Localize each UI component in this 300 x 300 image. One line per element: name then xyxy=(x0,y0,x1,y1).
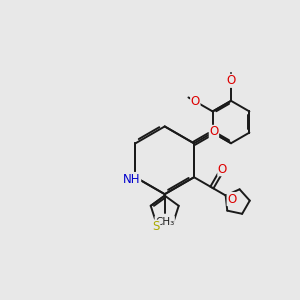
Text: O: O xyxy=(226,74,236,87)
Text: O: O xyxy=(218,163,227,176)
Text: O: O xyxy=(191,95,200,108)
Text: CH₃: CH₃ xyxy=(155,217,174,226)
Text: O: O xyxy=(209,125,219,138)
Text: NH: NH xyxy=(123,172,141,185)
Text: O: O xyxy=(227,193,236,206)
Text: S: S xyxy=(152,220,160,233)
